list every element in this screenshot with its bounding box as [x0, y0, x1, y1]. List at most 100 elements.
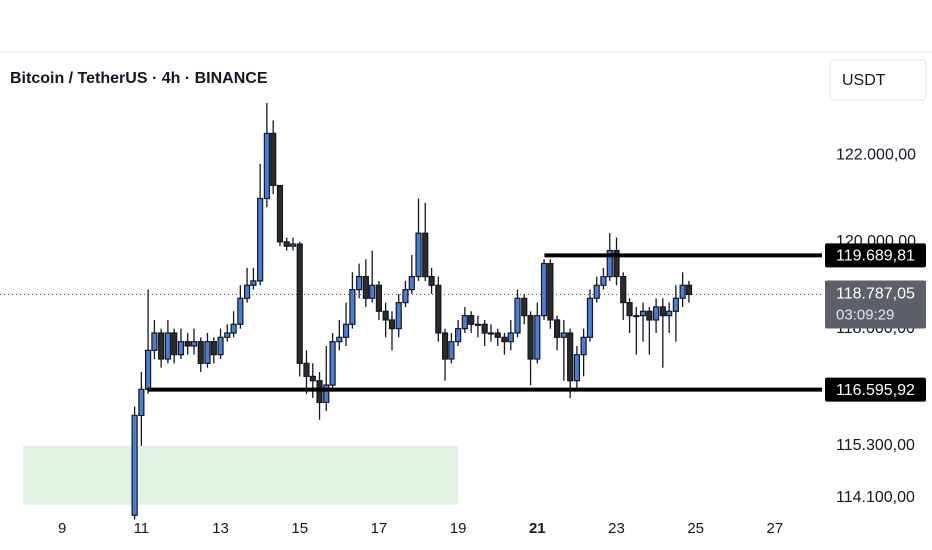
x-tick-label: 25	[687, 520, 704, 537]
x-tick-label: 19	[450, 520, 467, 537]
level-price-tag	[825, 377, 926, 402]
level-price-label: 119.689,81	[836, 248, 915, 265]
candle-body	[633, 315, 640, 318]
candle-body	[659, 306, 666, 317]
candle-body	[408, 275, 415, 291]
candle-body	[210, 341, 217, 356]
y-tick-label: 122.000,00	[836, 146, 916, 163]
candle-body	[593, 284, 600, 299]
candle-body	[626, 302, 633, 317]
last-price-label: 118.787,05	[836, 286, 915, 303]
candle-body	[171, 332, 178, 356]
candle-body	[309, 375, 316, 382]
candle-body	[237, 297, 244, 325]
candle-body	[369, 284, 376, 299]
candle-body	[441, 332, 449, 360]
currency-button[interactable]	[829, 59, 927, 101]
candle-body	[190, 341, 198, 347]
candle-body	[177, 341, 185, 356]
candle-body	[395, 302, 402, 330]
candle-body	[428, 275, 435, 286]
candle-body	[620, 275, 627, 304]
x-tick-label: 11	[134, 520, 150, 537]
last-price-tag	[825, 280, 926, 329]
candle-body	[197, 341, 204, 364]
candle-body	[336, 336, 343, 343]
candle-body	[481, 323, 488, 334]
candle-body	[547, 262, 554, 321]
candle-body	[375, 284, 383, 312]
candle-body	[230, 323, 237, 334]
candle-body	[402, 288, 409, 304]
candle-body	[672, 297, 679, 312]
candle-body	[151, 332, 158, 351]
candle-body	[501, 336, 508, 343]
level-price-label: 116.595,92	[836, 382, 915, 399]
x-tick-label: 9	[58, 520, 66, 537]
candle-body	[468, 315, 475, 325]
candle-body	[263, 132, 270, 200]
candle-body	[685, 284, 693, 296]
candle-body	[567, 332, 574, 382]
demand-zone	[22, 445, 459, 505]
candle-body	[349, 288, 356, 325]
candle-body	[507, 332, 514, 343]
candle-body	[600, 275, 607, 286]
candle-body	[461, 315, 468, 330]
candle-body	[323, 384, 330, 404]
candle-body	[138, 388, 145, 417]
candle-body	[494, 332, 501, 338]
x-tick-label: 23	[608, 520, 625, 537]
candle-body	[474, 323, 482, 326]
candle-body	[666, 310, 673, 317]
y-tick-label: 114.100,00	[836, 489, 915, 506]
candle-body	[243, 284, 251, 299]
candle-body	[382, 310, 389, 321]
chart-title: Bitcoin / TetherUS · 4h · BINANCE	[10, 70, 268, 87]
x-tick-label: 15	[291, 520, 308, 537]
x-tick-label: 13	[212, 520, 229, 537]
candle-body	[144, 349, 152, 390]
candle-body	[580, 336, 587, 356]
candle-body	[388, 319, 396, 330]
candle-body	[257, 197, 264, 282]
candle-body	[606, 249, 613, 278]
candle-body	[303, 362, 310, 377]
candle-body	[554, 319, 561, 338]
candle-body	[356, 275, 363, 291]
plot-area	[0, 103, 822, 520]
level-price-tag	[825, 243, 926, 268]
x-tick-label: 17	[371, 520, 388, 537]
candle-body	[342, 323, 350, 338]
candle-body	[276, 184, 284, 243]
candle-body	[527, 315, 534, 360]
candle-body	[217, 336, 224, 356]
candle-body	[224, 332, 231, 338]
candle-body	[184, 341, 191, 347]
candle-body	[296, 243, 303, 364]
candle-body	[448, 341, 455, 360]
candle-body	[639, 310, 647, 317]
candle-body	[329, 341, 336, 386]
candle-body	[540, 262, 548, 317]
candle-body	[289, 243, 297, 247]
candle-body	[652, 306, 660, 321]
candle-body	[514, 297, 521, 334]
candle-body	[362, 275, 369, 299]
candle-body	[204, 341, 211, 364]
bar-countdown: 03:09:29	[836, 306, 894, 323]
candle-body	[487, 332, 495, 335]
candle-body	[521, 297, 528, 317]
candle-body	[586, 297, 594, 338]
candle-body	[679, 284, 686, 299]
x-tick-label: 27	[767, 520, 784, 537]
x-tick-label: 21	[529, 520, 546, 537]
currency-button-label[interactable]: USDT	[842, 72, 886, 89]
candle-body	[534, 315, 541, 360]
candle-body	[283, 241, 290, 247]
candle-body	[422, 232, 429, 278]
candle-body	[164, 332, 171, 360]
candle-body	[158, 332, 165, 360]
candle-body	[415, 232, 422, 278]
